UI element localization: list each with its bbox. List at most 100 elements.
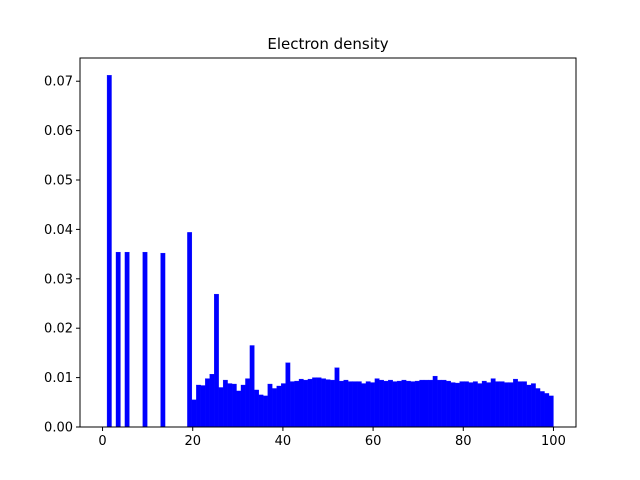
bar <box>365 381 371 428</box>
bar <box>191 399 197 428</box>
bar <box>459 381 465 428</box>
bar <box>307 378 313 428</box>
bar <box>267 383 273 428</box>
bar <box>370 382 376 428</box>
bar <box>245 378 251 428</box>
bar <box>374 378 380 428</box>
bar <box>486 382 492 428</box>
y-tick-label: 0.05 <box>44 174 73 189</box>
bar <box>522 381 527 428</box>
bar <box>236 390 242 428</box>
bar <box>419 379 425 428</box>
bar <box>432 375 438 428</box>
bar <box>325 379 331 428</box>
bar <box>321 378 326 428</box>
bar <box>508 382 514 428</box>
y-tick-label: 0.01 <box>44 371 73 386</box>
bar <box>205 378 210 428</box>
bar <box>200 385 206 428</box>
bar <box>361 383 367 428</box>
bar <box>437 379 443 428</box>
bar <box>535 388 541 428</box>
bar <box>401 379 407 428</box>
bar <box>539 391 545 428</box>
bar <box>405 380 411 428</box>
bar <box>196 384 201 428</box>
bar <box>383 380 389 428</box>
bar <box>388 379 393 428</box>
bar <box>272 388 277 428</box>
bar <box>316 377 322 428</box>
bar <box>423 379 429 428</box>
bar <box>455 382 460 428</box>
bar <box>481 380 487 428</box>
bar <box>468 382 474 428</box>
bar <box>477 383 483 428</box>
y-tick-label: 0.06 <box>44 124 73 139</box>
x-tick-label: 100 <box>541 434 566 449</box>
bar <box>294 380 300 428</box>
bar <box>258 394 264 428</box>
bar <box>414 380 420 428</box>
bar <box>544 393 550 428</box>
bar <box>379 379 384 428</box>
x-tick-label: 80 <box>455 434 472 449</box>
y-tick-label: 0.02 <box>44 322 73 337</box>
bar <box>441 379 447 428</box>
y-tick-label: 0.03 <box>44 272 73 287</box>
bar <box>222 379 228 428</box>
bar <box>312 377 318 428</box>
bar <box>397 380 402 428</box>
x-tick-label: 20 <box>184 434 201 449</box>
y-tick-label: 0.00 <box>44 421 73 436</box>
bar <box>285 362 291 428</box>
bar <box>356 381 362 428</box>
bar <box>446 380 451 428</box>
bar <box>249 345 255 428</box>
bar <box>504 382 509 428</box>
axes-frame <box>79 57 577 428</box>
bar <box>231 383 237 428</box>
x-tick-label: 40 <box>275 434 292 449</box>
bar <box>530 383 536 428</box>
bar <box>428 379 434 428</box>
bar <box>450 382 456 428</box>
bar <box>517 381 523 428</box>
bar <box>352 381 358 428</box>
bar <box>187 232 193 428</box>
bar <box>548 395 554 428</box>
bar <box>227 383 233 428</box>
x-tick-label: 0 <box>98 434 106 449</box>
bar <box>472 381 478 428</box>
bar <box>495 381 501 428</box>
bar <box>281 383 286 428</box>
bar <box>263 395 268 428</box>
bar <box>526 384 532 428</box>
bar <box>490 378 496 428</box>
bar <box>464 381 469 428</box>
bar <box>276 385 282 428</box>
bar <box>106 75 112 428</box>
bar <box>160 252 166 428</box>
y-tick-label: 0.07 <box>44 75 73 90</box>
bar <box>214 293 219 428</box>
y-tick-label: 0.04 <box>44 223 73 238</box>
bar <box>330 379 335 428</box>
bar <box>339 380 344 428</box>
bar <box>347 381 353 428</box>
x-tick-label: 60 <box>365 434 382 449</box>
chart-title: Electron density <box>267 35 388 53</box>
bar <box>124 251 130 428</box>
bar <box>209 373 215 428</box>
bar <box>254 389 259 428</box>
bar <box>218 387 224 428</box>
bar <box>289 381 295 428</box>
bar <box>343 379 349 428</box>
bar <box>410 381 416 428</box>
bar <box>298 378 304 428</box>
bar <box>115 251 121 428</box>
bar <box>334 367 340 428</box>
bar <box>513 378 518 428</box>
bar <box>392 381 398 428</box>
